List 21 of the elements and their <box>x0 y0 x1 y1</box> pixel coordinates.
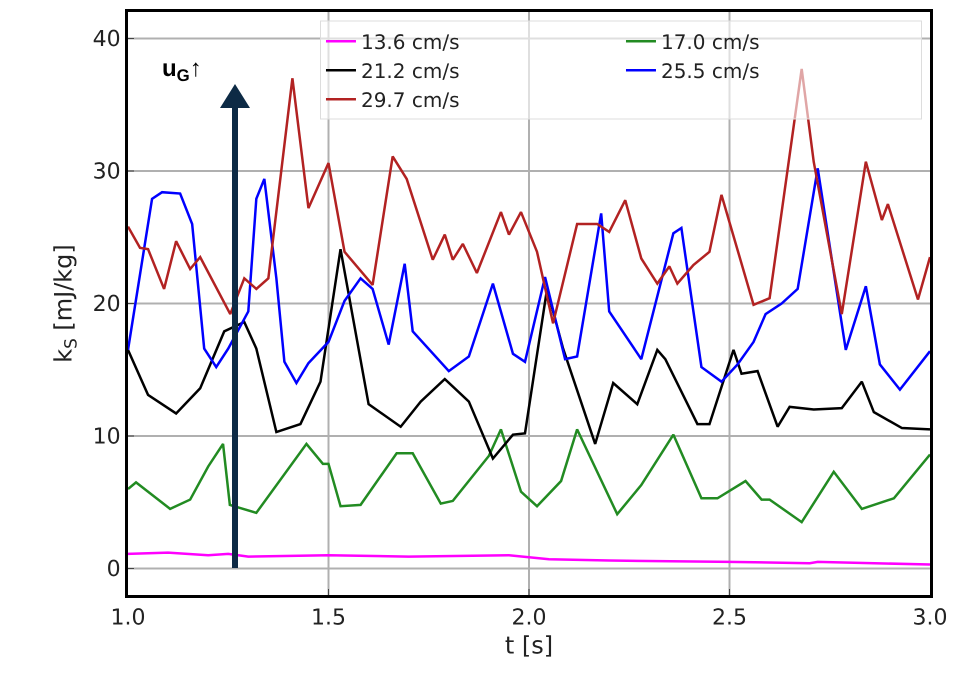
x-axis-title: t [s] <box>504 632 554 660</box>
annotation: u$_{G}$↑ <box>162 55 202 86</box>
x-tick-label: 3.0 <box>912 605 948 630</box>
line-series <box>128 551 930 566</box>
y-tick-label: 30 <box>92 160 121 185</box>
line-series <box>128 248 930 460</box>
x-tick-label: 2.5 <box>712 605 747 630</box>
legend-label: 17.0 cm/s <box>660 30 760 54</box>
legend-label: 13.6 cm/s <box>360 30 460 54</box>
y-tick-label: 0 <box>106 557 121 582</box>
x-tick-label: 2.0 <box>512 605 546 630</box>
y-tick-label: 20 <box>92 292 121 318</box>
line-series <box>128 167 930 391</box>
legend-label: 25.5 cm/s <box>660 59 760 84</box>
x-tick-label: 1.5 <box>311 605 346 630</box>
x-tick-label: 1.0 <box>110 605 146 630</box>
y-tick-label: 10 <box>92 424 121 450</box>
legend-label: 21.2 cm/s <box>360 59 460 84</box>
y-tick-label: 40 <box>92 27 121 52</box>
line-series <box>128 428 930 524</box>
legend-label: 29.7 cm/s <box>360 88 460 112</box>
